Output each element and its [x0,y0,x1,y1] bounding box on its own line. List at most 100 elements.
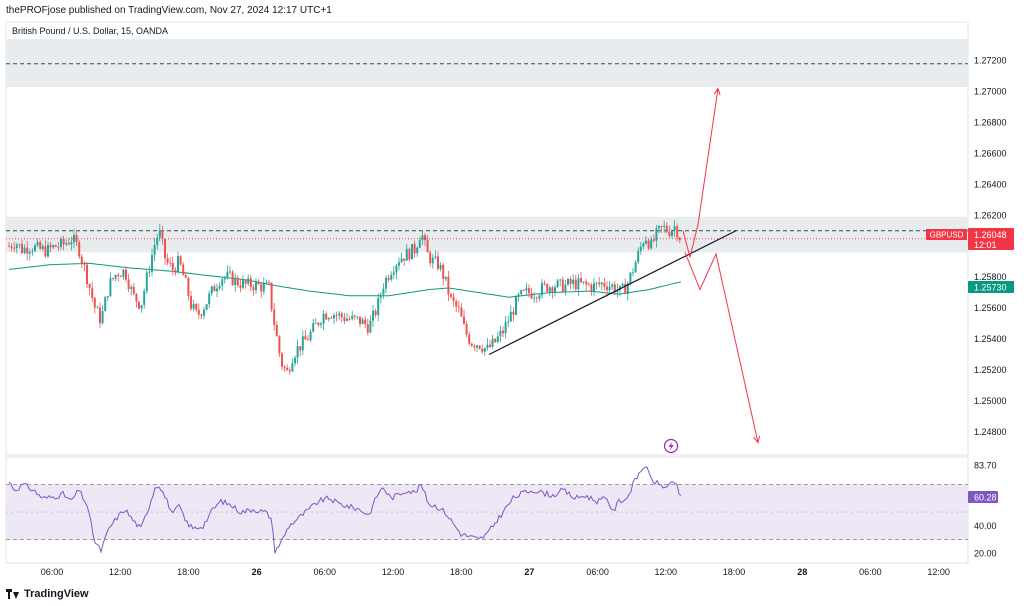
rsi-tick: 83.70 [974,461,997,471]
candle [660,225,663,233]
candle [392,265,395,280]
candle-body [611,284,614,287]
price-tick: 1.26200 [974,210,1007,220]
candle [307,335,309,341]
candle [572,274,575,289]
candle-body [140,304,143,309]
candle [182,262,185,276]
candle [372,305,374,328]
candle-body [411,244,413,260]
candle-body [621,283,624,286]
candle-body [535,297,538,299]
candle-body [153,244,156,256]
candle [379,291,382,304]
candle [457,300,460,313]
candle [62,235,65,251]
projection-up-path [682,88,719,258]
candle [335,311,338,322]
candle [538,293,541,302]
time-tick: 18:00 [723,567,746,577]
candle-body [62,238,65,245]
candle [468,332,471,346]
candle-body [470,343,473,346]
candle-body [54,245,57,247]
candle-body [15,244,18,249]
candle [359,316,361,328]
price-axis[interactable]: 1.27200 1.27000 1.26800 1.26600 1.26400 1.262… [974,56,1007,437]
candle-body [60,238,62,247]
candle [478,345,481,350]
candle [309,329,312,343]
candle-body [593,283,595,292]
candle-body [660,226,663,227]
candle-body [236,277,239,286]
candle [364,316,367,329]
candles-layer[interactable] [8,219,681,375]
candle-body [294,357,296,364]
candle [244,279,247,289]
candle [470,342,473,347]
drawings-layer[interactable] [488,87,761,444]
candle [439,262,442,272]
candle-body [465,323,468,335]
candle [304,329,307,340]
candle-body [247,278,250,284]
candle-body [184,275,187,278]
candle [210,285,213,297]
footer-brand[interactable]: TradingView [6,587,89,601]
candle [174,267,177,276]
candle [338,311,341,321]
candle [122,268,125,280]
candle-body [327,318,330,320]
lightning-icon[interactable] [663,438,679,454]
candle [179,254,182,266]
candle [647,239,650,251]
candle-body [671,230,673,237]
candle-body [304,336,307,340]
candle-body [629,272,632,284]
candle [161,225,164,245]
candle [192,299,195,312]
price-badge-bg [968,228,1014,250]
candle-body [520,290,523,295]
candle [18,243,21,249]
candle [86,262,88,289]
candle-body [249,278,252,288]
candle [197,303,200,319]
tradingview-logo-icon [6,589,20,599]
candle-body [603,282,606,287]
candle-body [119,276,122,277]
candle [275,321,278,337]
candle-body [522,290,525,291]
candle-body [135,293,138,302]
candle [489,340,491,348]
candle-body [96,307,99,309]
candle [148,265,151,278]
price-tick: 1.26800 [974,118,1007,128]
candle-body [78,242,81,257]
candle-body [533,297,536,299]
candle-body [678,237,681,240]
candle [416,246,419,257]
candle-body [377,297,380,316]
time-axis[interactable]: 06:00 12:00 18:00 26 06:00 12:00 18:00 27 06:00 1… [41,567,950,577]
candle [101,305,104,325]
candle-body [218,285,221,289]
candle-body [598,282,601,285]
candle-body [75,235,78,243]
candle-body [208,293,211,305]
candle [473,343,476,351]
candle [67,238,70,246]
candle [650,236,653,250]
candle [598,277,601,288]
candle [567,277,569,286]
rsi-tick: 20.00 [974,548,997,558]
candle-body [437,256,439,269]
candle [325,311,328,320]
candle-body [151,255,153,272]
candle-body [442,264,445,280]
price-tick: 1.25200 [974,365,1007,375]
candle [270,282,273,313]
